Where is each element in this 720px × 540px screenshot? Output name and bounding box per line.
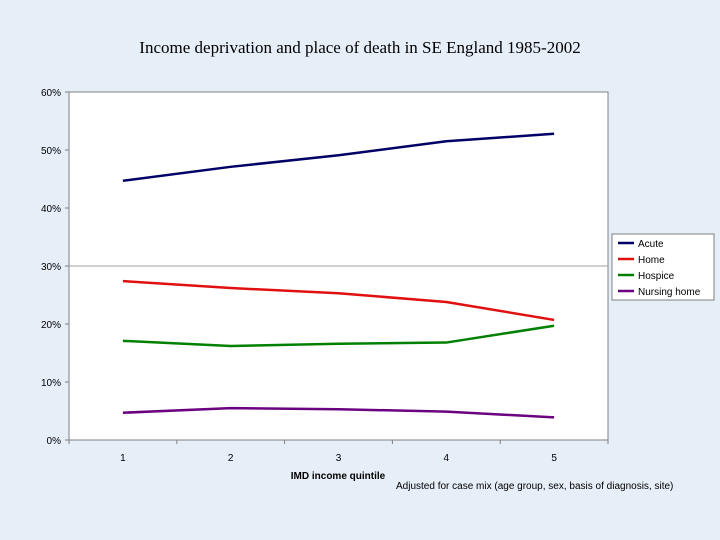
x-tick-label: 5 [551,453,557,464]
x-axis: 1 2 3 4 5 [68,440,609,464]
x-tick-label: 1 [120,453,126,464]
adjustment-note: Adjusted for case mix (age group, sex, b… [396,481,673,492]
legend-box [611,233,715,301]
y-tick-label: 0% [47,436,62,447]
series-line-nursing-home [122,406,555,419]
y-tick-label: 50% [41,146,61,157]
y-tick-label: 40% [41,204,61,215]
y-tick-label: 30% [41,262,61,273]
series-lines [122,132,555,419]
legend-label-acute: Acute [638,239,664,250]
series-line-hospice [122,324,555,348]
legend-label-nursing-home: Nursing home [638,287,701,298]
series-line-home [122,279,555,322]
x-tick-label: 2 [228,453,234,464]
y-tick-label: 60% [41,88,61,99]
series-line-acute [122,132,555,182]
legend-label-hospice: Hospice [638,271,675,282]
y-tick-label: 10% [41,378,61,389]
x-tick-label: 4 [444,453,450,464]
x-tick-label: 3 [336,453,342,464]
y-axis: 0% 10% 20% 30% 40% 50% 60% [41,88,69,447]
legend-label-home: Home [638,255,665,266]
x-axis-label: IMD income quintile [291,471,386,482]
y-tick-label: 20% [41,320,61,331]
chart-title: Income deprivation and place of death in… [139,38,581,57]
legend: Acute Home Hospice Nursing home [611,233,715,301]
